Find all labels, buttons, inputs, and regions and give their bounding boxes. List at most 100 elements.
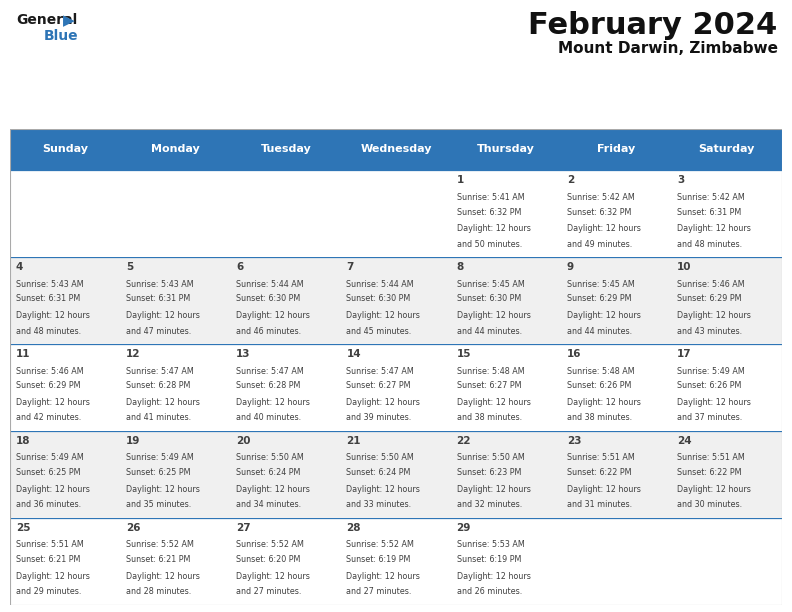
Text: Wednesday: Wednesday [360,144,432,154]
Text: Sunrise: 5:52 AM: Sunrise: 5:52 AM [236,540,304,550]
Text: Sunrise: 5:48 AM: Sunrise: 5:48 AM [567,367,634,376]
Text: General: General [17,13,78,27]
Text: Daylight: 12 hours: Daylight: 12 hours [126,572,200,581]
Text: and 34 minutes.: and 34 minutes. [236,501,301,509]
Text: Sunrise: 5:53 AM: Sunrise: 5:53 AM [457,540,524,550]
Text: 7: 7 [346,263,354,272]
Text: 22: 22 [457,436,471,446]
Text: and 27 minutes.: and 27 minutes. [236,588,302,596]
Text: and 44 minutes.: and 44 minutes. [567,327,632,335]
Text: Daylight: 12 hours: Daylight: 12 hours [677,485,751,494]
Text: and 50 minutes.: and 50 minutes. [457,240,522,248]
Text: Sunset: 6:30 PM: Sunset: 6:30 PM [346,294,411,304]
Text: Daylight: 12 hours: Daylight: 12 hours [677,224,751,233]
Text: 21: 21 [346,436,361,446]
Text: Sunrise: 5:46 AM: Sunrise: 5:46 AM [677,280,744,289]
Text: and 37 minutes.: and 37 minutes. [677,414,742,422]
Text: 10: 10 [677,263,691,272]
Text: Sunset: 6:28 PM: Sunset: 6:28 PM [126,381,190,390]
Text: Daylight: 12 hours: Daylight: 12 hours [567,311,641,320]
Text: and 33 minutes.: and 33 minutes. [346,501,412,509]
Text: 4: 4 [16,263,23,272]
Text: Sunrise: 5:47 AM: Sunrise: 5:47 AM [346,367,414,376]
Text: and 27 minutes.: and 27 minutes. [346,588,412,596]
Text: Sunset: 6:21 PM: Sunset: 6:21 PM [16,555,80,564]
Text: Sunrise: 5:51 AM: Sunrise: 5:51 AM [16,540,84,550]
Text: Sunset: 6:26 PM: Sunset: 6:26 PM [567,381,631,390]
Text: Daylight: 12 hours: Daylight: 12 hours [567,398,641,407]
Text: and 38 minutes.: and 38 minutes. [457,414,522,422]
Text: 16: 16 [567,349,581,359]
Text: 29: 29 [457,523,471,533]
Text: 28: 28 [346,523,361,533]
Text: and 31 minutes.: and 31 minutes. [567,501,632,509]
Text: and 36 minutes.: and 36 minutes. [16,501,81,509]
Text: 6: 6 [236,263,243,272]
Text: Sunset: 6:20 PM: Sunset: 6:20 PM [236,555,301,564]
Text: and 44 minutes.: and 44 minutes. [457,327,522,335]
Text: Sunrise: 5:51 AM: Sunrise: 5:51 AM [677,453,744,463]
Text: 9: 9 [567,263,574,272]
Text: 19: 19 [126,436,140,446]
Text: Daylight: 12 hours: Daylight: 12 hours [457,572,531,581]
Text: Daylight: 12 hours: Daylight: 12 hours [457,398,531,407]
Text: 5: 5 [126,263,133,272]
Text: 1: 1 [457,176,464,185]
Text: 17: 17 [677,349,691,359]
Text: Sunset: 6:27 PM: Sunset: 6:27 PM [346,381,411,390]
Text: Daylight: 12 hours: Daylight: 12 hours [16,398,89,407]
Text: Sunrise: 5:47 AM: Sunrise: 5:47 AM [126,367,194,376]
Text: Sunset: 6:26 PM: Sunset: 6:26 PM [677,381,741,390]
Text: Monday: Monday [151,144,200,154]
Text: Daylight: 12 hours: Daylight: 12 hours [346,398,421,407]
Text: Daylight: 12 hours: Daylight: 12 hours [236,311,310,320]
Text: and 48 minutes.: and 48 minutes. [16,327,81,335]
Text: 14: 14 [346,349,361,359]
Text: Sunset: 6:28 PM: Sunset: 6:28 PM [236,381,301,390]
Text: 12: 12 [126,349,140,359]
Text: Sunrise: 5:50 AM: Sunrise: 5:50 AM [346,453,414,463]
Text: Sunrise: 5:44 AM: Sunrise: 5:44 AM [346,280,414,289]
Text: Daylight: 12 hours: Daylight: 12 hours [16,311,89,320]
Text: 23: 23 [567,436,581,446]
Text: ▶: ▶ [63,13,75,28]
Text: and 28 minutes.: and 28 minutes. [126,588,191,596]
Text: 2: 2 [567,176,574,185]
Text: Sunrise: 5:44 AM: Sunrise: 5:44 AM [236,280,304,289]
Text: Daylight: 12 hours: Daylight: 12 hours [457,224,531,233]
Text: February 2024: February 2024 [528,11,778,40]
Text: 8: 8 [457,263,464,272]
Text: Sunset: 6:24 PM: Sunset: 6:24 PM [346,468,411,477]
Text: Sunset: 6:19 PM: Sunset: 6:19 PM [346,555,411,564]
Text: and 32 minutes.: and 32 minutes. [457,501,522,509]
Text: Sunrise: 5:51 AM: Sunrise: 5:51 AM [567,453,634,463]
Text: 15: 15 [457,349,471,359]
Text: Sunrise: 5:52 AM: Sunrise: 5:52 AM [346,540,414,550]
Text: and 35 minutes.: and 35 minutes. [126,501,191,509]
Text: 20: 20 [236,436,251,446]
Text: Saturday: Saturday [699,144,755,154]
Text: Daylight: 12 hours: Daylight: 12 hours [457,311,531,320]
Text: and 47 minutes.: and 47 minutes. [126,327,191,335]
Text: Daylight: 12 hours: Daylight: 12 hours [677,398,751,407]
Text: Tuesday: Tuesday [261,144,311,154]
Text: Sunset: 6:31 PM: Sunset: 6:31 PM [677,207,741,217]
Text: Sunrise: 5:46 AM: Sunrise: 5:46 AM [16,367,83,376]
Text: Sunset: 6:30 PM: Sunset: 6:30 PM [236,294,300,304]
Text: 24: 24 [677,436,691,446]
Text: Daylight: 12 hours: Daylight: 12 hours [346,572,421,581]
Text: 3: 3 [677,176,684,185]
Text: and 29 minutes.: and 29 minutes. [16,588,82,596]
Text: Sunset: 6:31 PM: Sunset: 6:31 PM [126,294,190,304]
Text: Sunset: 6:24 PM: Sunset: 6:24 PM [236,468,301,477]
Text: Blue: Blue [44,29,78,43]
Text: Sunday: Sunday [43,144,89,154]
Text: Sunrise: 5:43 AM: Sunrise: 5:43 AM [126,280,193,289]
Text: 11: 11 [16,349,30,359]
Text: and 48 minutes.: and 48 minutes. [677,240,742,248]
Text: Friday: Friday [597,144,635,154]
Text: and 41 minutes.: and 41 minutes. [126,414,191,422]
Text: Sunset: 6:27 PM: Sunset: 6:27 PM [457,381,521,390]
Text: Sunset: 6:22 PM: Sunset: 6:22 PM [567,468,631,477]
Text: Sunrise: 5:49 AM: Sunrise: 5:49 AM [16,453,84,463]
